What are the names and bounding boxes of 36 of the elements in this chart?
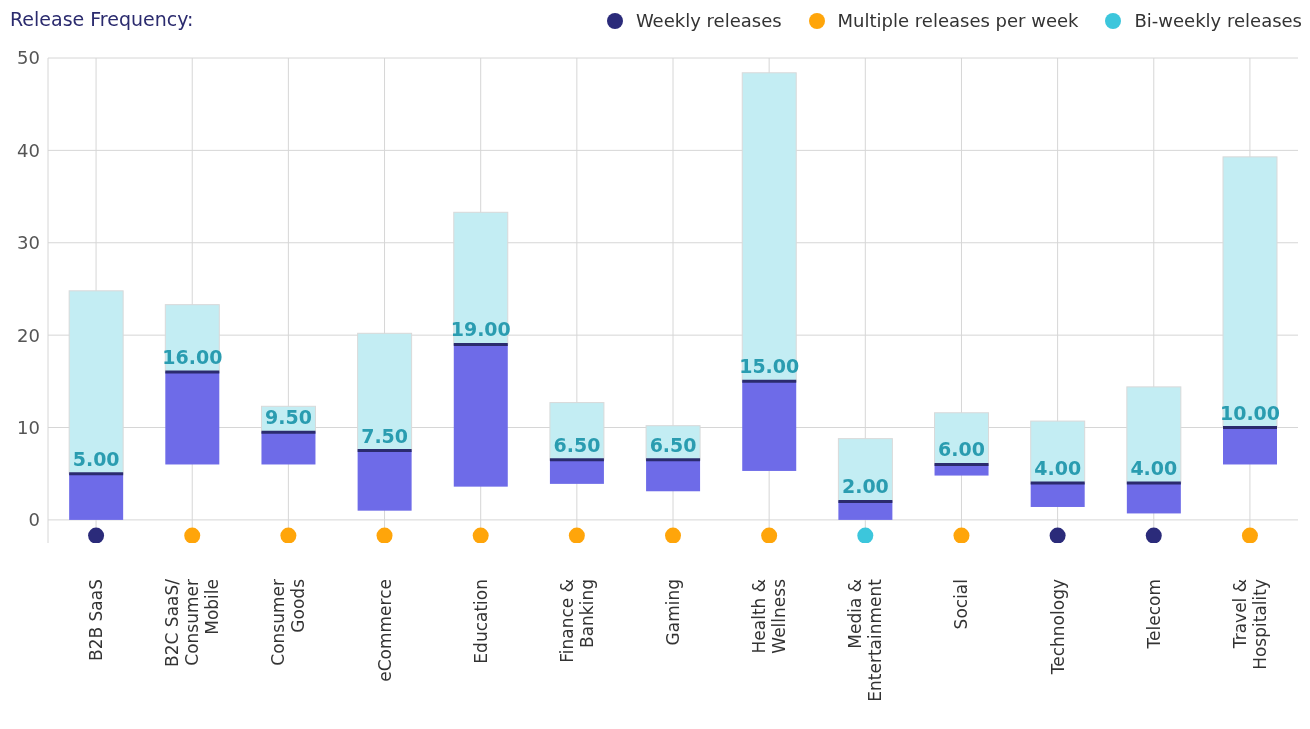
text: 6.50	[553, 433, 601, 456]
text: 5.00	[72, 447, 120, 470]
y-tick-label: 20	[17, 324, 40, 346]
legend-title: Release Frequency:	[10, 8, 194, 30]
x-tick-label: Gaming	[663, 579, 683, 646]
x-tick-label: Education	[470, 579, 491, 664]
text: 6.50	[649, 433, 697, 456]
text: 2.00	[841, 475, 889, 498]
x-tick-label: Technology	[1047, 579, 1068, 676]
y-tick-label: 50	[17, 47, 40, 69]
legend-label: Weekly releases	[635, 10, 782, 31]
text: 15.00	[739, 355, 800, 378]
y-tick-label: 40	[17, 139, 40, 161]
y-tick-label: 10	[17, 416, 40, 438]
y-tick-label: 0	[28, 509, 40, 531]
x-tick-label: eCommerce	[374, 579, 395, 682]
x-tick-label: Social	[951, 579, 972, 630]
text: 16.00	[162, 346, 223, 369]
text: 10.00	[1219, 401, 1281, 424]
x-tick-label: Telecom	[1143, 579, 1164, 650]
legend-label: Multiple releases per week	[837, 10, 1079, 31]
x-tick-label: Consumer Goods	[268, 578, 309, 666]
x-tick-label: B2B SaaS	[86, 579, 107, 661]
y-tick-label: 30	[17, 232, 40, 254]
legend-label: Bi-weekly releases	[1134, 10, 1302, 31]
text: 4.00	[1034, 456, 1082, 479]
x-tick-label: Health & Wellness	[749, 578, 790, 654]
text: 7.50	[361, 424, 409, 447]
text: 6.00	[938, 438, 985, 461]
x-tick-label: Travel & Hospitality	[1229, 579, 1270, 670]
text: 19.00	[450, 318, 511, 341]
x-tick-label: B2C SaaS/ Consumer Mobile	[162, 578, 223, 667]
text: 4.00	[1130, 456, 1178, 479]
x-tick-label: Finance & Banking	[556, 579, 597, 663]
x-tick-label: Media & Entertainment	[845, 578, 886, 702]
text: 9.50	[265, 406, 312, 429]
